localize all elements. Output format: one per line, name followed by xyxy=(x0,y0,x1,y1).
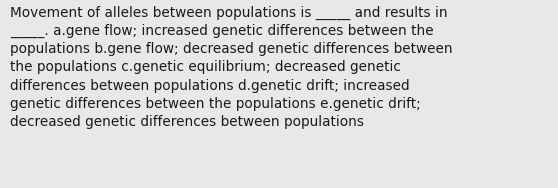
Text: Movement of alleles between populations is _____ and results in
_____. a.gene fl: Movement of alleles between populations … xyxy=(10,6,453,129)
